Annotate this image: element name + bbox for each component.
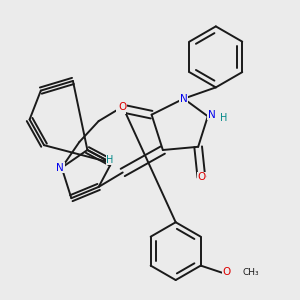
Text: CH₃: CH₃ — [242, 268, 259, 277]
Text: N: N — [56, 163, 64, 173]
Text: O: O — [197, 172, 206, 182]
Text: N: N — [208, 110, 215, 120]
Text: O: O — [117, 103, 125, 113]
Text: O: O — [118, 102, 127, 112]
Text: N: N — [180, 94, 188, 103]
Text: O: O — [222, 267, 230, 277]
Text: H: H — [106, 154, 114, 165]
Text: H: H — [220, 113, 227, 123]
